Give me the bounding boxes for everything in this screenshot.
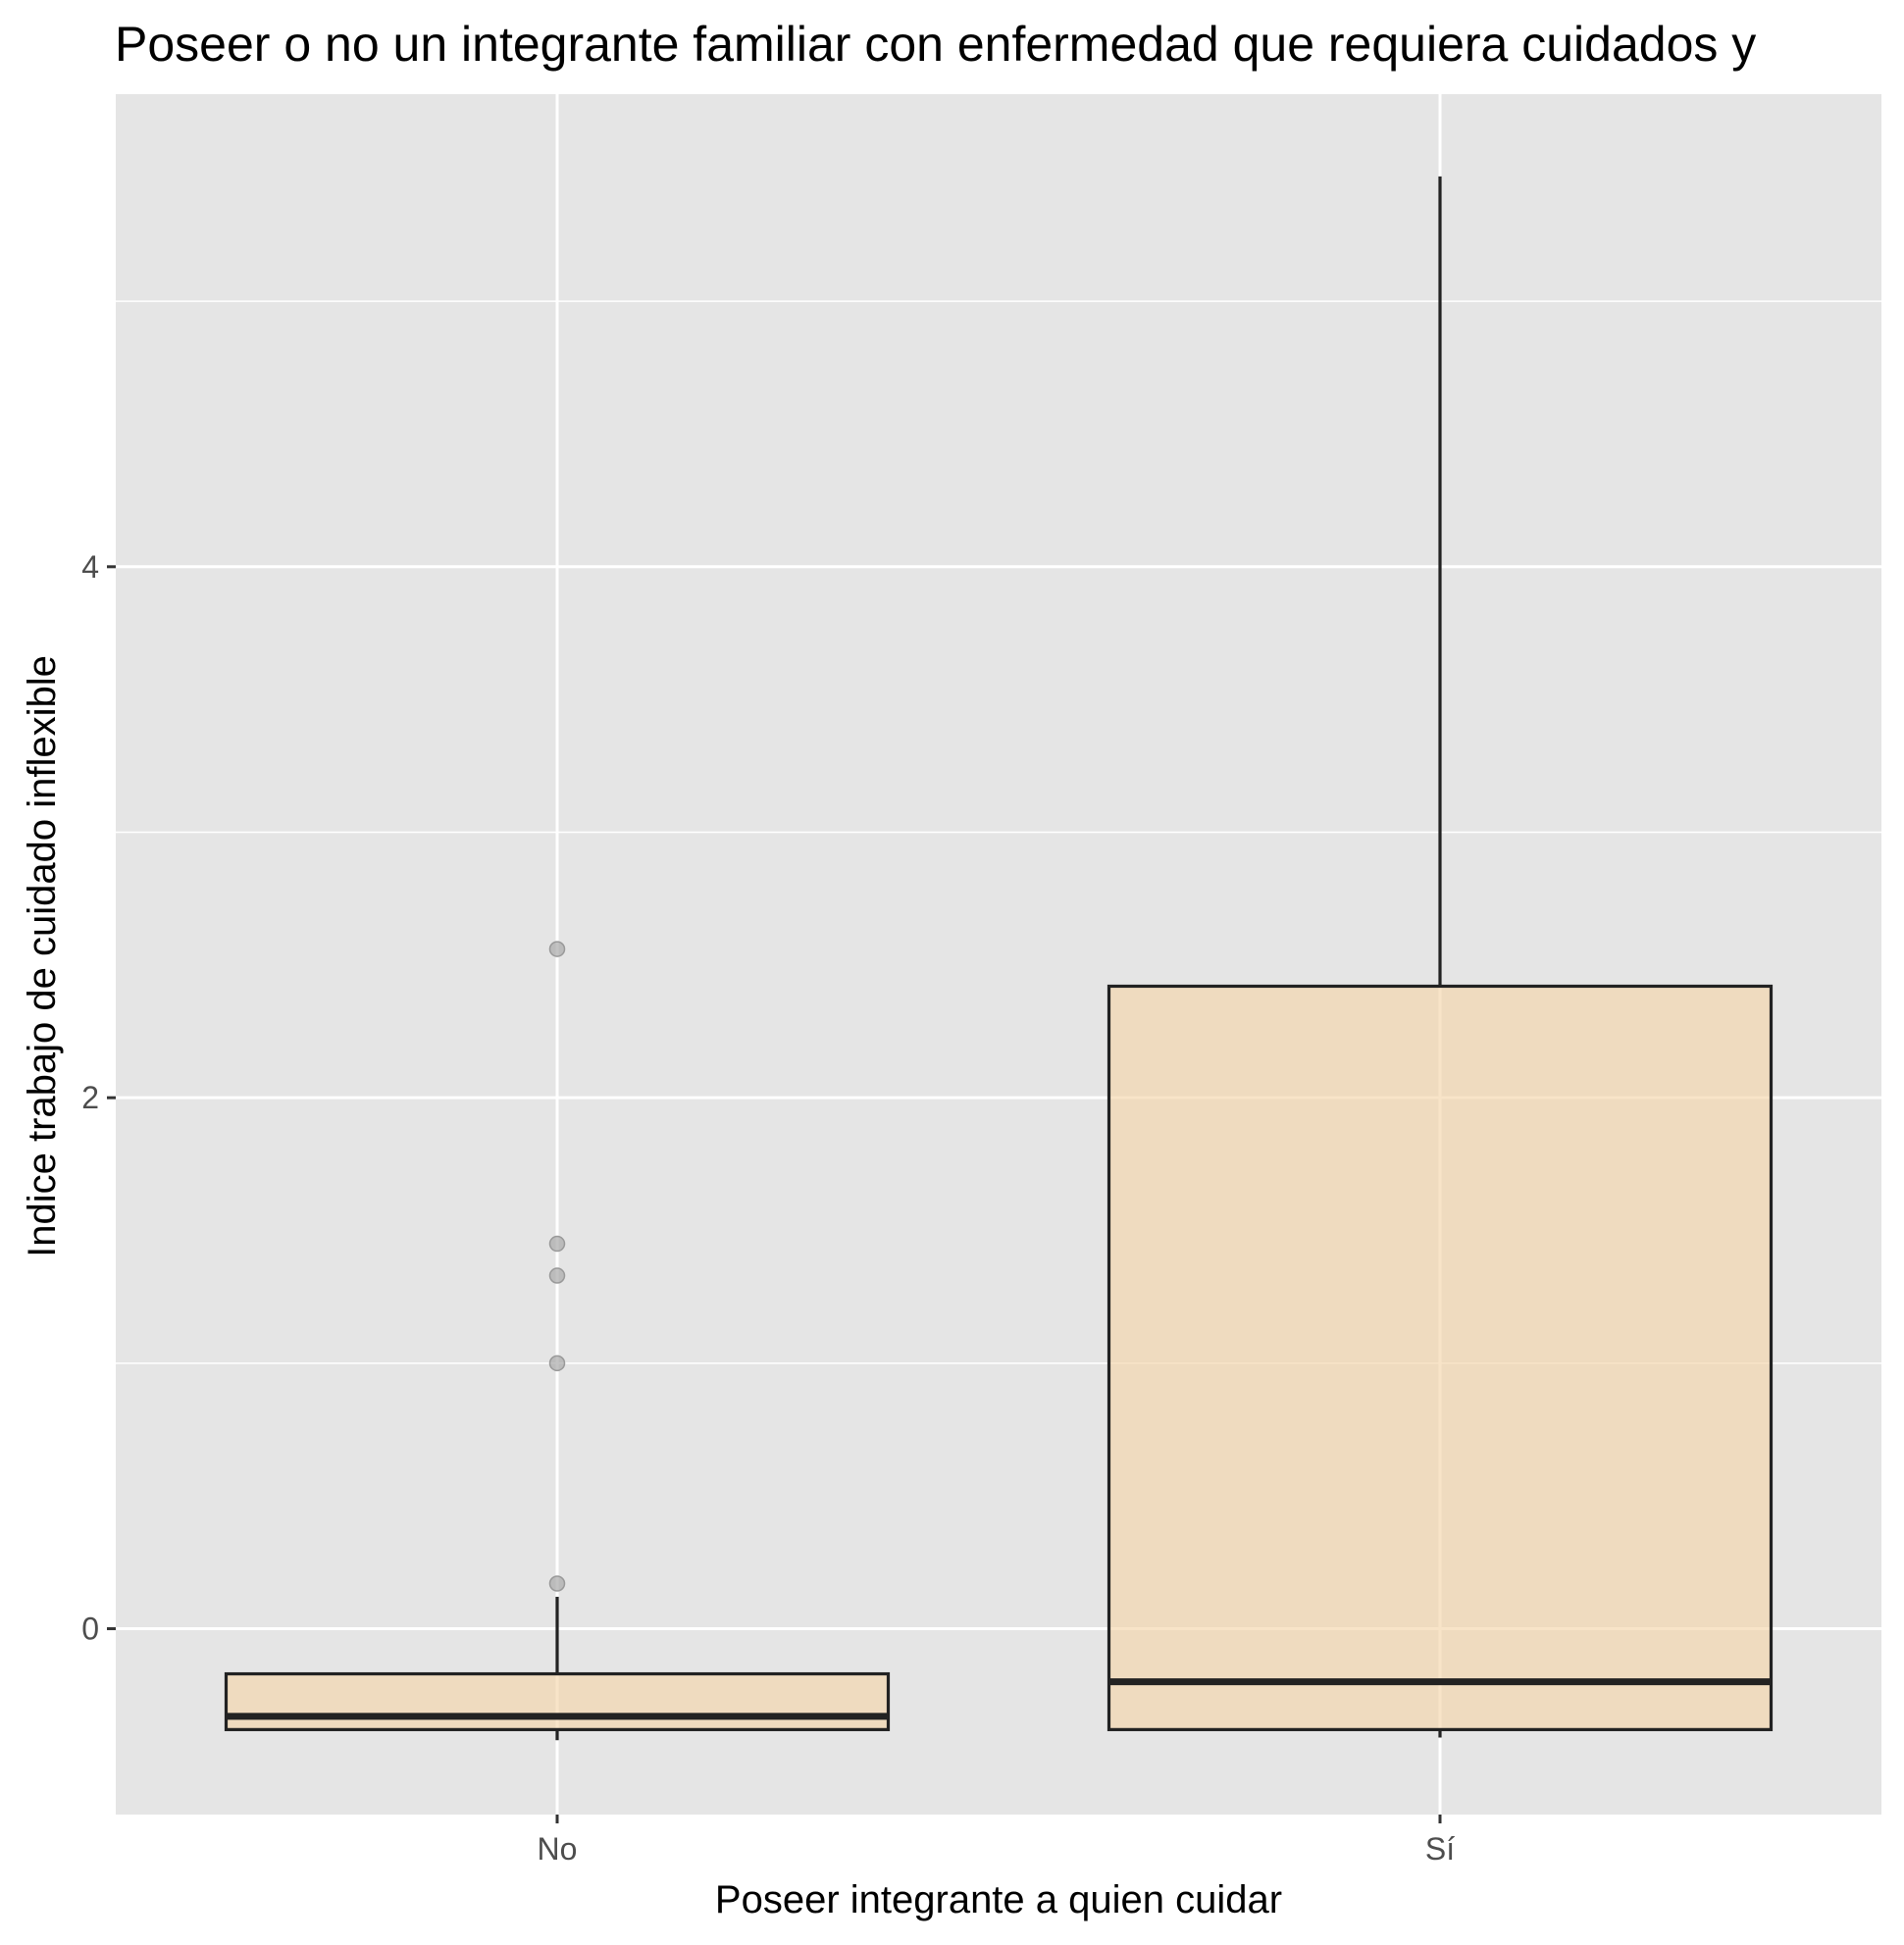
box-body xyxy=(224,1671,891,1731)
box-2 xyxy=(1106,176,1774,1738)
y-tick-label: 2 xyxy=(81,1080,99,1115)
x-axis-title: Poseer integrante a quien cuidar xyxy=(715,1878,1282,1921)
outlier-point xyxy=(548,1235,566,1253)
box-body xyxy=(1106,984,1774,1731)
x-tick-label: Sí xyxy=(1425,1831,1455,1867)
outlier-point xyxy=(548,1355,566,1372)
outlier-point xyxy=(548,941,566,957)
box-1 xyxy=(224,941,891,1741)
y-tick-label: 4 xyxy=(81,549,99,585)
x-tick-label: No xyxy=(538,1831,578,1867)
y-axis-title: Indice trabajo de cuidado inflexible xyxy=(21,655,64,1257)
outlier-point xyxy=(548,1267,566,1284)
outlier-point xyxy=(548,1575,566,1592)
boxplots xyxy=(224,176,1774,1741)
axes: 0 2 4 No Sí xyxy=(81,549,1455,1867)
chart-title: Poseer o no un integrante familiar con e… xyxy=(115,17,1756,72)
y-tick-label: 0 xyxy=(81,1612,99,1647)
